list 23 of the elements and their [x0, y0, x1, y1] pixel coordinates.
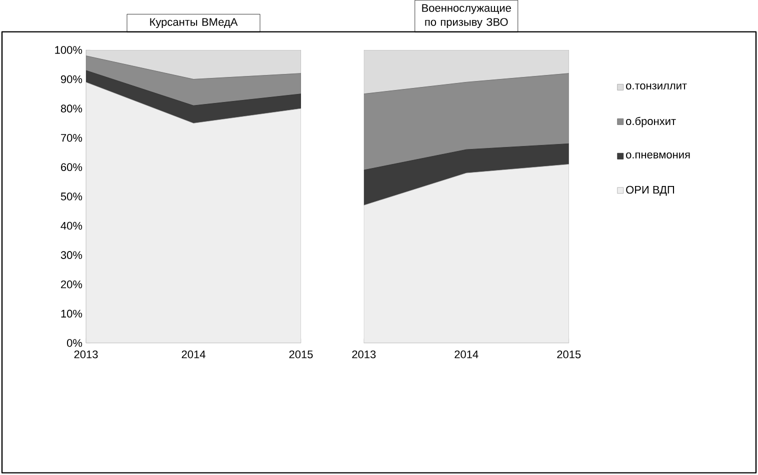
y-tick-label: 40% — [60, 222, 82, 230]
y-tick-label: 90% — [60, 75, 82, 84]
y-tick-label: 10% — [61, 310, 82, 318]
chart-title: Курсанты ВМедА — [150, 18, 238, 28]
legend-label: о.тонзиллит — [626, 84, 687, 90]
y-tick-label: 30% — [60, 251, 82, 260]
x-tick-label: 2013 — [74, 350, 98, 358]
y-tick-label: 60% — [61, 163, 82, 172]
y-tick-label: 20% — [61, 280, 82, 288]
chart-title: Военнослужащие по призыву ЗВО — [422, 4, 511, 28]
x-tick-label: 2015 — [289, 350, 313, 358]
y-tick-label: 50% — [60, 192, 82, 200]
y-tick-label: 80% — [60, 104, 82, 113]
legend-label: о.бронхит — [626, 116, 676, 128]
legend-label: о.пневмония — [626, 152, 690, 159]
x-tick-label: 2015 — [557, 350, 581, 358]
legend-label: ОРИ ВДП — [626, 186, 674, 196]
y-tick-label: 100% — [55, 46, 82, 54]
x-tick-label: 2014 — [182, 350, 206, 358]
x-tick-label: 2014 — [454, 350, 478, 358]
y-tick-label: 0% — [66, 339, 82, 347]
y-tick-label: 70% — [61, 134, 82, 142]
x-tick-label: 2013 — [352, 350, 376, 358]
